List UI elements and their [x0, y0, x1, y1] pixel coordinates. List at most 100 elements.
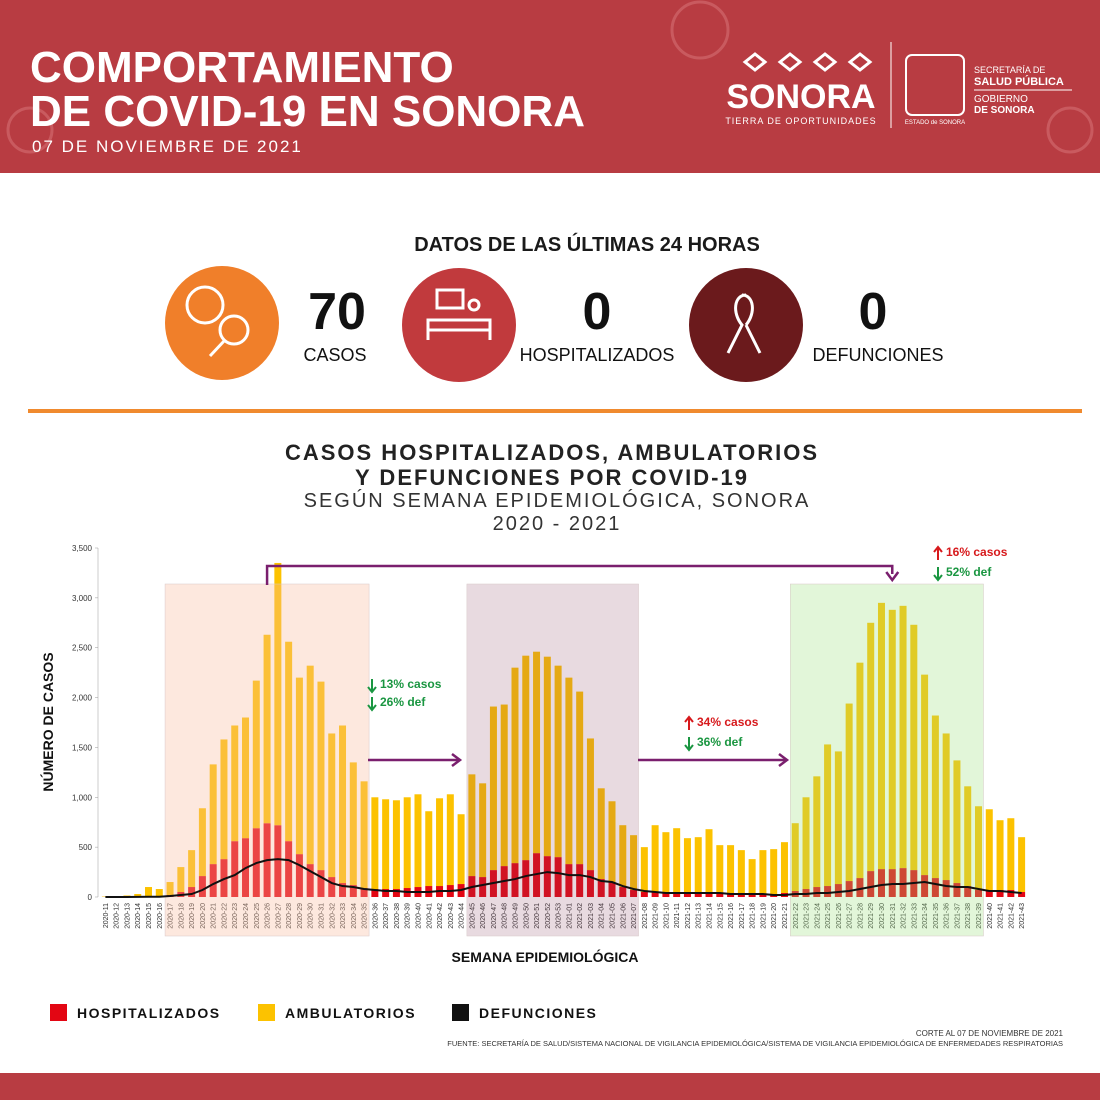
bar [630, 890, 638, 897]
x-tick-label: 2021-14 [707, 903, 714, 929]
header-title: COMPORTAMIENTO [30, 43, 454, 92]
bar [802, 797, 810, 890]
bar [586, 870, 594, 897]
x-tick-label: 2021-21 [782, 903, 789, 929]
bar [716, 845, 724, 894]
annotation: 26% def [380, 695, 426, 709]
bar [619, 825, 627, 888]
bar [662, 832, 670, 893]
bar [651, 825, 659, 893]
connector [265, 564, 894, 585]
y-tick-label: 500 [79, 843, 93, 852]
bar [921, 674, 929, 876]
bar [543, 856, 551, 897]
bar [306, 864, 314, 897]
y-tick-label: 2,000 [72, 694, 93, 703]
x-tick-label: 2020-18 [178, 903, 185, 929]
header-date: 07 DE NOVIEMBRE DE 2021 [32, 137, 303, 156]
x-tick-label: 2021-09 [653, 903, 660, 929]
x-tick-label: 2020-38 [394, 903, 401, 929]
annotation: 52% def [946, 565, 992, 579]
x-tick-label: 2021-06 [620, 903, 627, 929]
bar [694, 837, 702, 894]
header-title: DE COVID-19 EN SONORA [30, 87, 585, 136]
logo-text: SECRETARÍA DE [974, 65, 1045, 75]
stat-label: HOSPITALIZADOS [520, 345, 675, 365]
x-tick-label: 2021-43 [1019, 903, 1026, 929]
x-tick-label: 2021-32 [901, 903, 908, 929]
stat-value: 0 [583, 283, 612, 341]
bar [910, 624, 918, 871]
bar [640, 847, 648, 893]
chart-subtitle: 2020 - 2021 [493, 513, 622, 535]
bar [953, 760, 961, 884]
x-tick-label: 2021-16 [728, 903, 735, 929]
bar [134, 894, 142, 897]
x-tick-label: 2020-24 [243, 903, 250, 929]
x-tick-label: 2021-35 [933, 903, 940, 929]
logo-text: GOBIERNO [974, 94, 1028, 105]
y-tick-label: 0 [88, 893, 93, 902]
bar [392, 889, 400, 897]
change-arrow [684, 715, 694, 730]
y-tick-label: 1,000 [72, 793, 93, 802]
x-tick-label: 2020-53 [556, 903, 563, 929]
x-tick-label: 2021-03 [588, 903, 595, 929]
bar [339, 725, 347, 884]
bar [285, 641, 293, 842]
x-tick-label: 2020-13 [124, 903, 131, 929]
bar [145, 887, 153, 897]
annotation: 16% casos [946, 545, 1008, 559]
x-tick-label: 2020-34 [351, 903, 358, 929]
bar [586, 738, 594, 871]
bar [231, 725, 239, 842]
x-tick-label: 2021-38 [965, 903, 972, 929]
x-tick-label: 2020-48 [502, 903, 509, 929]
bar [770, 849, 778, 895]
bar [371, 797, 379, 890]
x-tick-label: 2020-46 [480, 903, 487, 929]
bar [996, 820, 1004, 891]
legend-label: AMBULATORIOS [285, 1005, 416, 1021]
x-tick-label: 2021-28 [857, 903, 864, 929]
bar [662, 892, 670, 897]
bar [985, 809, 993, 892]
x-tick-label: 2021-37 [954, 903, 961, 929]
bar [198, 876, 206, 897]
x-tick-label: 2020-19 [189, 903, 196, 929]
bar [834, 884, 842, 897]
bar [252, 680, 260, 829]
bar [209, 864, 217, 897]
bar [565, 864, 573, 897]
x-tick-label: 2021-11 [674, 903, 681, 928]
x-tick-label: 2021-15 [717, 903, 724, 929]
hospital-glyph [426, 288, 492, 340]
bar [166, 882, 174, 896]
cases-glyph [185, 285, 250, 358]
bar [446, 794, 454, 886]
bar [576, 691, 584, 865]
bar [360, 781, 368, 889]
bar [673, 828, 681, 894]
x-tick-label: 2021-29 [868, 903, 875, 929]
x-tick-label: 2021-20 [771, 903, 778, 929]
bar [188, 887, 196, 897]
x-tick-label: 2020-42 [437, 903, 444, 929]
x-tick-label: 2021-10 [663, 903, 670, 929]
legend-swatch [50, 1004, 67, 1021]
ribbon-glyph [726, 293, 762, 354]
legend-label: HOSPITALIZADOS [77, 1005, 221, 1021]
y-tick-label: 3,000 [72, 594, 93, 603]
bar [780, 842, 788, 894]
x-tick-label: 2020-28 [286, 903, 293, 929]
bar [328, 733, 336, 878]
bar [759, 850, 767, 895]
bar [155, 889, 163, 897]
bar [737, 894, 745, 897]
bar [371, 889, 379, 897]
bar [964, 786, 972, 887]
x-tick-label: 2021-40 [987, 903, 994, 929]
virus-decor [1046, 106, 1094, 154]
bar [425, 811, 433, 887]
x-tick-label: 2020-23 [232, 903, 239, 929]
